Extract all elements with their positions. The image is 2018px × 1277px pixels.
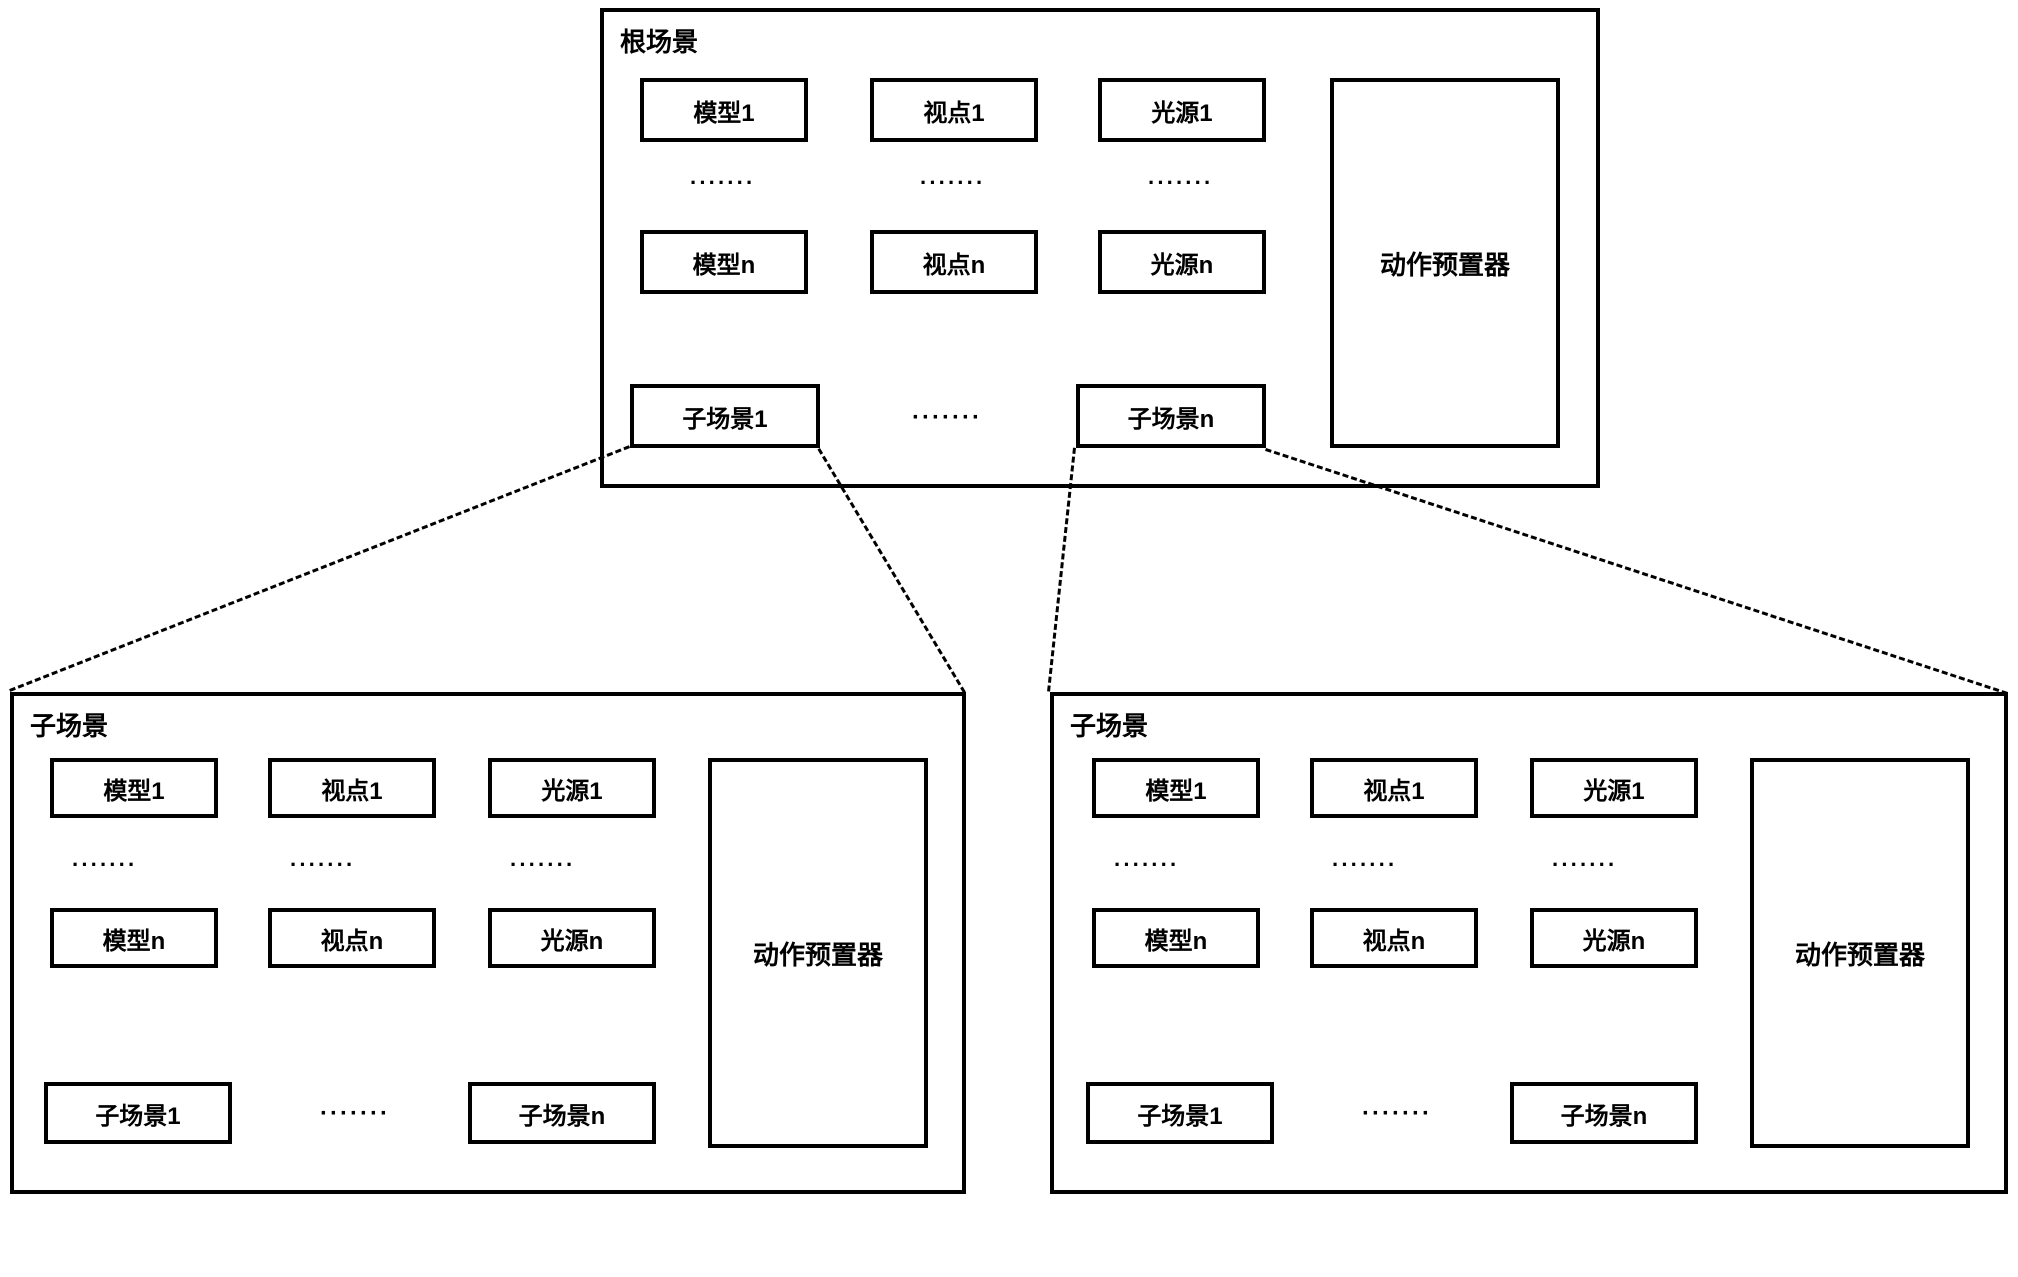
child-scene-left-row2-item-2: 光源n [488,908,656,968]
child-scene-left-row1-item-1: 视点1 [268,758,436,818]
child-scene-right-row1-item-2: 光源1 [1530,758,1698,818]
root-scene-row1-item-1: 视点1 [870,78,1038,142]
child-scene-right-subscene-1: 子场景n [1510,1082,1698,1144]
child-scene-left-row1-dots-2: ······· [510,852,575,878]
child-scene-right-row1-dots-2: ······· [1552,852,1617,878]
child-scene-left-row1-dots-1: ······· [290,852,355,878]
child-scene-left-subscene-1: 子场景n [468,1082,656,1144]
child-scene-right-row2-item-1: 视点n [1310,908,1478,968]
connector-line [9,445,630,692]
root-scene-row1-dots-1: ······· [920,170,985,196]
child-scene-right-row2-item-2: 光源n [1530,908,1698,968]
root-scene-row2-item-2: 光源n [1098,230,1266,294]
child-scene-left-row1-dots-0: ······· [72,852,137,878]
child-scene-right-row1-item-1: 视点1 [1310,758,1478,818]
child-scene-left-row1-item-0: 模型1 [50,758,218,818]
child-scene-left-row2-item-1: 视点n [268,908,436,968]
child-scene-right-row1-item-0: 模型1 [1092,758,1260,818]
root-scene-subscene-1: 子场景n [1076,384,1266,448]
child-scene-left-title: 子场景 [30,706,108,743]
root-scene-row2-item-1: 视点n [870,230,1038,294]
connector-line [1265,448,2008,695]
child-scene-left-row1-item-2: 光源1 [488,758,656,818]
root-scene-row3-dots: ······· [912,404,982,432]
root-scene-subscene-0: 子场景1 [630,384,820,448]
root-scene-row1-item-2: 光源1 [1098,78,1266,142]
root-scene-row1-item-0: 模型1 [640,78,808,142]
child-scene-left-subscene-0: 子场景1 [44,1082,232,1144]
child-scene-right-row2-item-0: 模型n [1092,908,1260,968]
child-scene-right-title: 子场景 [1070,706,1148,743]
root-scene-row1-dots-2: ······· [1148,170,1213,196]
child-scene-left-row3-dots: ······· [320,1100,390,1128]
root-scene-action-presetter: 动作预置器 [1330,78,1560,448]
child-scene-left-action-presetter: 动作预置器 [708,758,928,1148]
child-scene-right-row3-dots: ······· [1362,1100,1432,1128]
child-scene-right-row1-dots-1: ······· [1332,852,1397,878]
child-scene-right-row1-dots-0: ······· [1114,852,1179,878]
child-scene-right-action-presetter: 动作预置器 [1750,758,1970,1148]
child-scene-left-row2-item-0: 模型n [50,908,218,968]
root-scene-title: 根场景 [620,22,698,59]
root-scene-row2-item-0: 模型n [640,230,808,294]
root-scene-row1-dots-0: ······· [690,170,755,196]
child-scene-right-subscene-0: 子场景1 [1086,1082,1274,1144]
